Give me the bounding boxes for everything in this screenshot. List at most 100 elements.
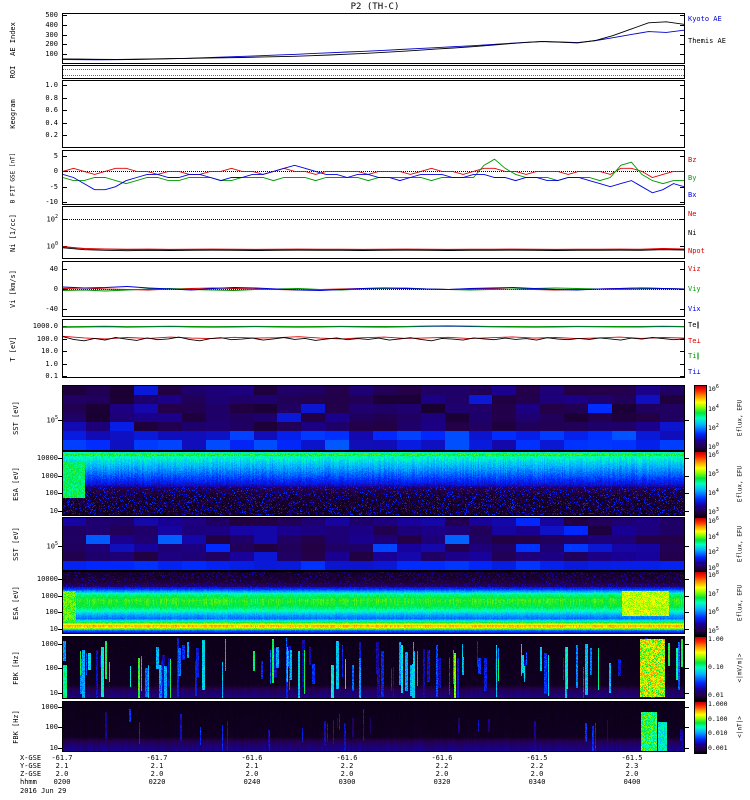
- tick-mark: [685, 748, 689, 749]
- y-axis-label: FBK [Hz]: [12, 650, 20, 685]
- axis-tick-value: -61.5: [621, 754, 643, 762]
- series-Bx: [63, 164, 684, 194]
- y-axis-label: AE Index: [9, 21, 17, 56]
- axis-tick-value: 2.3: [625, 762, 639, 770]
- y-tick-label: -10: [45, 197, 58, 206]
- tick-mark: [680, 187, 684, 188]
- colorbar-tick-label: 0.010: [708, 729, 728, 738]
- tick-mark: [685, 493, 689, 494]
- y-tick-label: 1000: [41, 591, 58, 600]
- series-Bz: [63, 167, 684, 178]
- y-tick-label: 100: [45, 664, 58, 673]
- tick-mark: [685, 629, 689, 630]
- y-tick-label: 10: [49, 624, 58, 633]
- tick-mark: [63, 364, 67, 365]
- tick-mark: [58, 668, 62, 669]
- colorbar-esa_elec: [694, 571, 707, 636]
- tick-mark: [680, 269, 684, 270]
- axis-tick-value: 2.1: [55, 762, 69, 770]
- series-label: Vix: [688, 304, 701, 313]
- y-tick-label: 0.6: [45, 106, 58, 115]
- y-tick-label: 5: [53, 152, 58, 161]
- series-label: Kyoto AE: [688, 15, 722, 24]
- axis-tick-value: -61.6: [336, 754, 358, 762]
- y-tick-label: 100: [46, 240, 58, 251]
- colorbar-unit-label: Eflux, EFU: [736, 584, 744, 621]
- axis-tick-value: 0240: [243, 778, 261, 786]
- y-tick-label: 300: [45, 30, 58, 39]
- tick-mark: [685, 668, 689, 669]
- y-tick-label: 10: [49, 506, 58, 515]
- y-axis-label: Vi [km/s]: [9, 270, 17, 308]
- y-axis-label: SST [eV]: [12, 527, 20, 561]
- tick-mark: [680, 85, 684, 86]
- axis-tick-value: 0300: [338, 778, 356, 786]
- tick-mark: [680, 156, 684, 157]
- tick-mark: [58, 596, 62, 597]
- colorbar-tick-label: 104: [708, 403, 719, 413]
- y-tick-label: 100.0: [36, 334, 58, 343]
- tick-mark: [58, 707, 62, 708]
- y-axis-label: Ni [1/cc]: [9, 213, 17, 252]
- tick-mark: [685, 546, 689, 547]
- tick-mark: [685, 511, 689, 512]
- y-tick-label: -5: [49, 182, 58, 191]
- series-label: Ti⊥: [688, 368, 701, 377]
- tick-mark: [63, 85, 67, 86]
- axis-tick-value: 0320: [433, 778, 451, 786]
- tick-mark: [63, 269, 67, 270]
- dotted-gridline: [63, 171, 684, 173]
- colorbar-tick-label: 105: [708, 469, 719, 479]
- series-label: Bz: [688, 155, 697, 164]
- y-tick-label: 100: [45, 489, 58, 498]
- tick-mark: [58, 748, 62, 749]
- line-series-plot: [63, 325, 684, 342]
- roi-line: [63, 75, 684, 77]
- y-tick-label: -40: [45, 305, 58, 314]
- tick-mark: [685, 644, 689, 645]
- y-tick-label: 0: [53, 167, 58, 176]
- colorbar-unit-label: <|mV/m|>: [736, 653, 744, 682]
- spectrogram-sst_elec: [63, 518, 684, 570]
- tick-mark: [680, 351, 684, 352]
- spectrogram-esa_ion: [63, 452, 684, 515]
- series-label: Npot: [688, 247, 705, 256]
- tick-mark: [685, 707, 689, 708]
- axis-tick-value: 2.2: [435, 762, 449, 770]
- axis-tick-value: 0340: [528, 778, 546, 786]
- tick-mark: [680, 15, 684, 16]
- colorbar-tick-label: 108: [708, 570, 719, 580]
- y-axis-label: T [eV]: [9, 335, 17, 362]
- tick-mark: [63, 351, 67, 352]
- axis-row-label-y-gse: Y-GSE: [20, 762, 42, 770]
- tick-mark: [685, 579, 689, 580]
- series-label: Ni: [688, 228, 697, 237]
- tick-mark: [685, 693, 689, 694]
- tick-mark: [58, 458, 62, 459]
- series-label: Bx: [688, 191, 697, 200]
- tick-mark: [63, 25, 67, 26]
- axis-row-label-hhmm: hhmm: [20, 778, 37, 786]
- tick-mark: [58, 476, 62, 477]
- colorbar-tick-label: 106: [708, 515, 719, 525]
- colorbar-tick-label: 102: [708, 423, 719, 433]
- colorbar-unit-label: Eflux, EFU: [736, 399, 744, 437]
- tick-mark: [63, 44, 67, 45]
- tick-mark: [63, 135, 67, 136]
- tick-mark: [58, 420, 62, 421]
- axis-row-label-z-gse: Z-GSE: [20, 770, 42, 778]
- tick-mark: [58, 493, 62, 494]
- colorbar-tick-label: 0.10: [708, 662, 724, 671]
- tick-mark: [58, 727, 62, 728]
- series-Ni: [63, 247, 684, 252]
- colorbar-tick-label: 0.001: [708, 744, 728, 753]
- axis-tick-value: 2.2: [530, 762, 544, 770]
- y-tick-label: 1.0: [45, 81, 58, 90]
- axis-tick-value: 2.0: [150, 770, 164, 778]
- plot-title: P2 (TH-C): [350, 2, 400, 12]
- tick-mark: [58, 644, 62, 645]
- y-tick-label: 1000: [41, 639, 58, 648]
- y-tick-label: 500: [45, 10, 58, 19]
- axis-tick-value: 0400: [623, 778, 641, 786]
